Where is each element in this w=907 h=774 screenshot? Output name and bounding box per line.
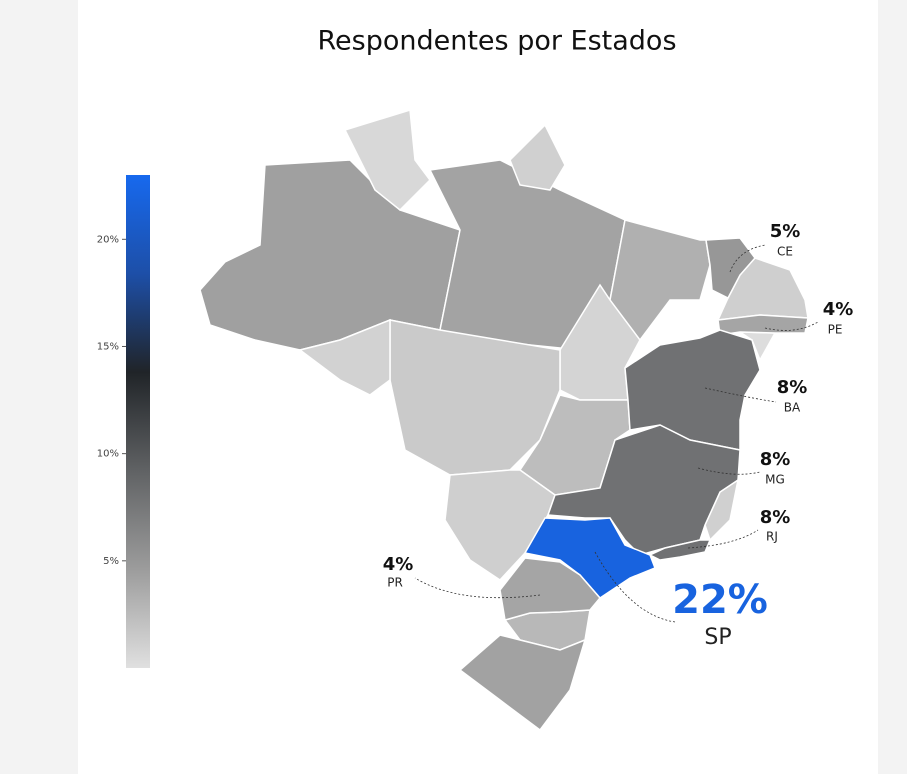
- colorbar-tick-label: 20%: [97, 234, 119, 245]
- state-label: MG: [765, 473, 785, 487]
- state-label: BA: [784, 401, 801, 415]
- value-label: 4%: [823, 299, 854, 320]
- state-region: [624, 329, 761, 451]
- other-states: [199, 109, 809, 732]
- state-label: CE: [777, 245, 793, 259]
- value-label: 5%: [770, 221, 801, 242]
- state-label: RJ: [766, 530, 778, 544]
- state: [389, 319, 561, 476]
- state-label: PR: [387, 576, 403, 590]
- state-region: [499, 557, 601, 621]
- value-label: 4%: [383, 554, 414, 575]
- colorbar-tick-label: 10%: [97, 449, 119, 460]
- state: [458, 634, 587, 732]
- state-region: [648, 539, 712, 561]
- annotation-arrow: [594, 551, 676, 623]
- annotation-arrow: [687, 529, 759, 549]
- colorbar-tick-label: 15%: [97, 341, 119, 352]
- annotation-arrow: [704, 387, 777, 403]
- value-label: 8%: [760, 507, 791, 528]
- state-label: PE: [828, 323, 843, 337]
- state-region: [717, 314, 809, 336]
- state: [343, 109, 431, 212]
- annotation-arrow: [414, 577, 541, 599]
- value-label: 22%: [672, 577, 768, 623]
- state: [509, 123, 566, 191]
- colorbar-tick-label: 5%: [103, 556, 119, 567]
- annotation-arrow: [764, 321, 819, 331]
- value-label: 8%: [760, 449, 791, 470]
- value-label: 8%: [777, 377, 808, 398]
- state-region: [705, 237, 756, 300]
- chart-title: Respondentes por Estados: [317, 26, 676, 57]
- state-label: SP: [704, 625, 731, 650]
- colorbar: [126, 175, 150, 668]
- state: [298, 318, 391, 396]
